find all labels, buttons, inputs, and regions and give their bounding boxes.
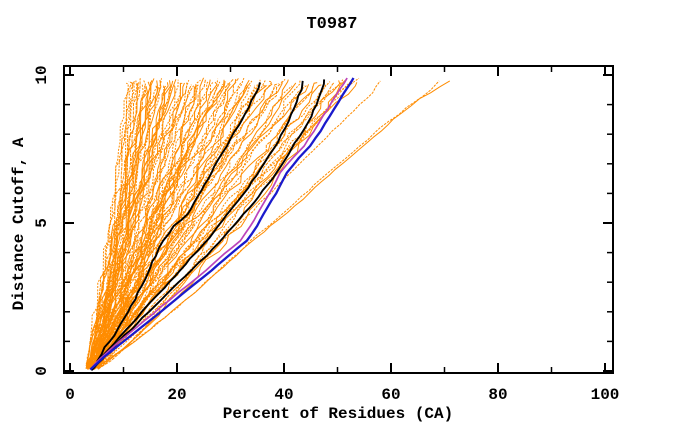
model-curve	[97, 77, 239, 368]
curve	[93, 82, 261, 369]
model-curve	[99, 85, 198, 365]
model-curve	[98, 83, 231, 366]
x-tick-label: 80	[488, 386, 507, 404]
y-tick-label: 10	[33, 65, 51, 84]
blue-best-model-curve	[89, 77, 355, 371]
model-curve	[97, 78, 354, 365]
y-axis-label: Distance Cutoff, A	[10, 137, 28, 310]
model-curve	[94, 81, 331, 368]
curve	[93, 80, 381, 370]
x-tick-label: 60	[381, 386, 400, 404]
curve	[90, 79, 326, 372]
model-curve	[85, 78, 155, 365]
model-curve	[88, 79, 177, 370]
curve	[91, 80, 304, 371]
model-curve	[86, 85, 159, 370]
curve	[89, 77, 348, 371]
y-tick-label: 5	[33, 218, 51, 228]
model-curve	[91, 79, 344, 367]
model-curve	[89, 80, 253, 369]
plot-frame	[63, 65, 614, 374]
model-curve	[85, 83, 139, 370]
model-curve	[93, 80, 138, 370]
model-curve	[90, 82, 358, 368]
model-curve	[90, 79, 286, 370]
model-curve	[96, 82, 169, 368]
model-curve	[96, 83, 223, 364]
model-curve	[86, 81, 135, 366]
y-tick-labels: 0 5 10	[33, 65, 51, 375]
orange-outlier-curves	[93, 80, 451, 370]
magenta-reference-curve	[89, 77, 348, 371]
model-curve	[86, 81, 354, 366]
y-tick-label: 0	[33, 366, 51, 376]
x-tick-label: 0	[65, 386, 75, 404]
model-curve	[97, 79, 147, 367]
black-highlight-curves	[90, 79, 326, 372]
model-curve	[87, 79, 225, 368]
curve	[89, 77, 355, 371]
model-curve	[96, 80, 158, 367]
model-curve	[96, 84, 256, 366]
model-curve	[98, 81, 242, 370]
x-tick-label: 100	[591, 386, 620, 404]
model-curve	[94, 78, 234, 370]
x-tick-label: 20	[167, 386, 186, 404]
curve	[99, 80, 451, 369]
orange-model-curves	[85, 77, 360, 370]
axis-frame-and-ticks	[63, 65, 614, 374]
x-tick-label: 40	[274, 386, 293, 404]
model-curve	[90, 82, 188, 367]
curve	[96, 80, 440, 369]
x-tick-labels: 0 20 40 60 80 100	[65, 386, 619, 404]
x-axis-label: Percent of Residues (CA)	[223, 405, 453, 423]
model-curve	[89, 77, 360, 369]
model-curve	[86, 85, 149, 366]
model-curve	[88, 80, 190, 369]
model-curve	[92, 83, 279, 367]
model-curve	[93, 82, 318, 366]
model-curve	[97, 83, 273, 365]
chart-title: T0987	[306, 15, 357, 34]
model-curve	[95, 84, 322, 368]
model-curve	[90, 85, 147, 365]
model-curve	[94, 80, 174, 366]
model-curve	[87, 84, 310, 366]
